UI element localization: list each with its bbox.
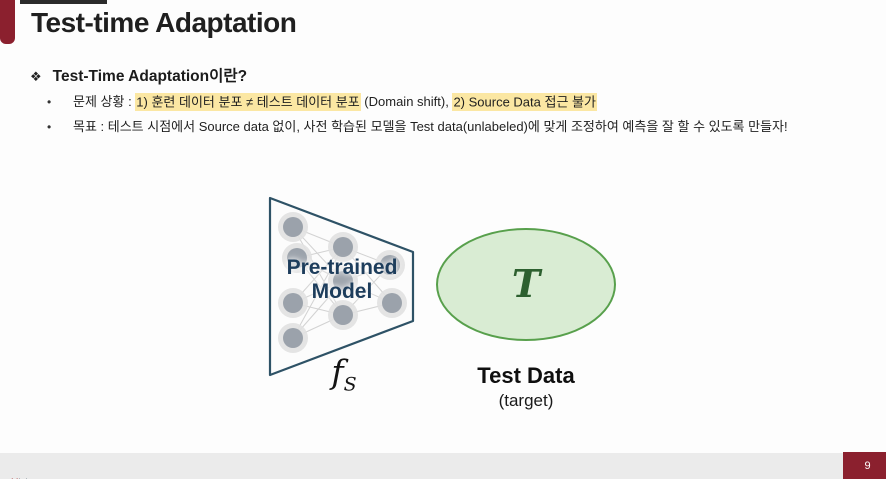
footer-logo: to Mining ality Analytics [1, 456, 55, 479]
test-data-sublabel: (target) [498, 391, 554, 410]
page-title: Test-time Adaptation [31, 7, 297, 38]
page-number: 9 [864, 459, 871, 472]
test-data-ellipse: T [436, 228, 616, 341]
network-nodes [283, 217, 402, 348]
network-node-halos [278, 212, 407, 353]
bullet-problem-text: 문제 상황 : 1) 훈련 데이터 분포 ≠ 테스트 데이터 분포 (Domai… [73, 92, 597, 111]
footer-logo-line1: to Mining [1, 477, 55, 479]
title-accent-bar [0, 0, 15, 44]
diamond-bullet-icon: ❖ [30, 69, 42, 84]
bullet-problem: • 문제 상황 : 1) 훈련 데이터 분포 ≠ 테스트 데이터 분포 (Dom… [47, 92, 597, 111]
section-heading-label: Test-Time Adaptation이란? [52, 68, 248, 85]
test-data-label: Test Data [477, 363, 575, 388]
page-number-badge: 9 [843, 452, 886, 479]
bullet-dot-icon: • [47, 120, 52, 134]
bullet-dot-icon: • [47, 95, 52, 109]
top-dark-bar [20, 0, 107, 4]
bullet-goal: • 목표 : 테스트 시점에서 Source data 없이, 사전 학습된 모… [47, 118, 788, 136]
footer-band [0, 453, 886, 479]
bullet-goal-text: 목표 : 테스트 시점에서 Source data 없이, 사전 학습된 모델을… [73, 119, 788, 134]
highlight-domain-shift: 1) 훈련 데이터 분포 ≠ 테스트 데이터 분포 [135, 92, 361, 111]
source-model-symbol: fS [331, 352, 357, 396]
section-heading: ❖ Test-Time Adaptation이란? [30, 64, 247, 86]
pretrained-model-label: Pre-trained Model [286, 256, 398, 303]
trapezoid-outline [268, 196, 415, 377]
target-symbol: T [511, 261, 541, 306]
highlight-source-access: 2) Source Data 접근 불가 [452, 92, 597, 111]
pretrained-model-diagram [268, 196, 415, 377]
